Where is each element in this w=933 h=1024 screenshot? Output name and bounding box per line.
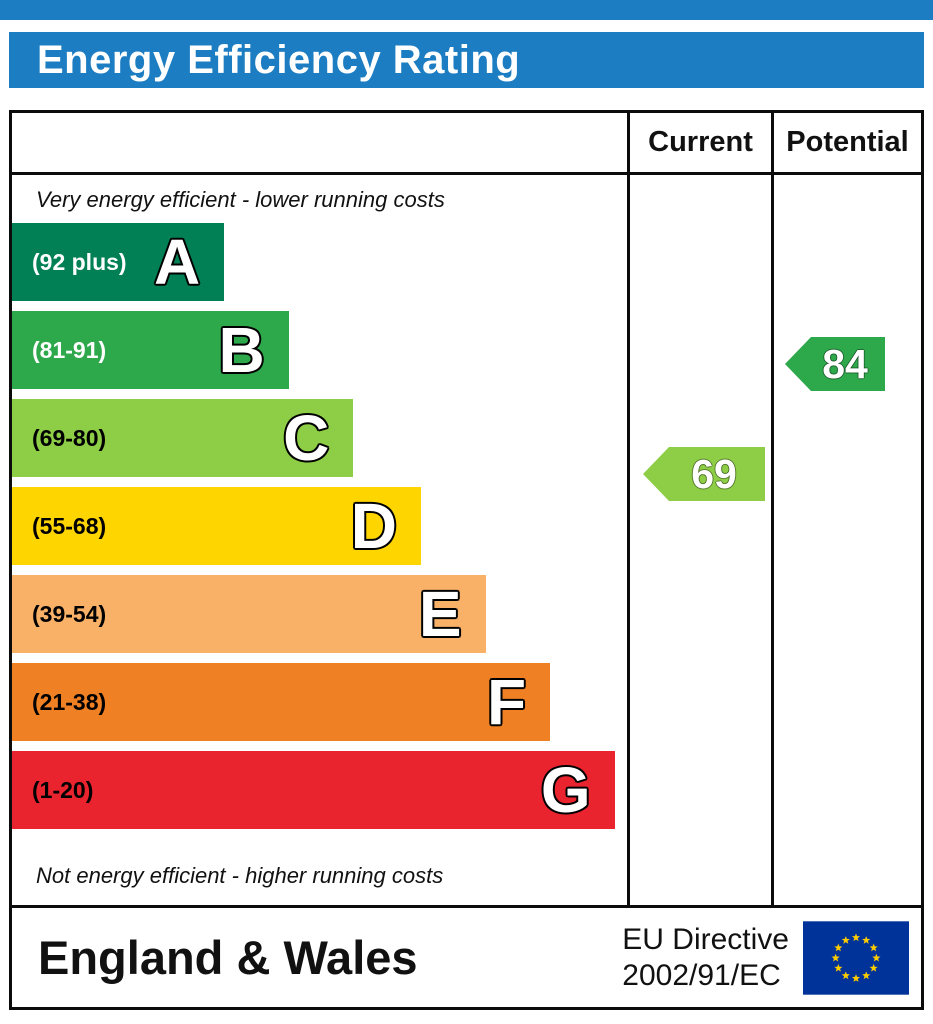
current-rating-value: 69 (691, 450, 737, 497)
potential-rating-arrow: 84 (785, 337, 885, 391)
eu-directive-label: EU Directive 2002/91/EC (622, 922, 789, 994)
potential-column-header: Potential (771, 113, 921, 172)
band-d-letter: D (350, 490, 397, 562)
band-e: (39-54) E (12, 575, 486, 653)
band-b: (81-91) B (12, 311, 289, 389)
footer: England & Wales EU Directive 2002/91/EC (12, 905, 921, 1007)
chart-body: Very energy efficient - lower running co… (12, 175, 921, 905)
bottom-note: Not energy efficient - higher running co… (36, 863, 444, 888)
top-blue-strip (0, 0, 933, 20)
eu-directive-line1: EU Directive (622, 922, 789, 956)
band-d: (55-68) D (12, 487, 421, 565)
region-label: England & Wales (38, 931, 418, 984)
band-b-range: (81-91) (32, 336, 107, 363)
band-g-letter: G (540, 754, 591, 826)
eu-flag-icon (803, 920, 909, 995)
band-a-range: (92 plus) (32, 248, 127, 275)
top-note: Very energy efficient - lower running co… (36, 187, 445, 212)
current-column: 69 (627, 175, 771, 905)
potential-rating-value: 84 (822, 340, 868, 387)
band-a-letter: A (153, 226, 201, 298)
title-bar: Energy Efficiency Rating (9, 32, 924, 88)
band-g: (1-20) G (12, 751, 615, 829)
band-c-letter: C (283, 402, 330, 474)
band-d-range: (55-68) (32, 512, 107, 539)
band-e-letter: E (418, 578, 462, 650)
chart-frame: Current Potential Very energy efficient … (9, 110, 924, 1010)
band-b-letter: B (218, 314, 265, 386)
band-g-range: (1-20) (32, 776, 94, 803)
band-c: (69-80) C (12, 399, 354, 477)
current-column-header: Current (627, 113, 771, 172)
bands-column: Very energy efficient - lower running co… (12, 175, 627, 905)
band-c-range: (69-80) (32, 424, 107, 451)
band-f: (21-38) F (12, 663, 551, 741)
header-spacer (12, 113, 627, 172)
page-title: Energy Efficiency Rating (37, 37, 521, 82)
band-a: (92 plus) A (12, 223, 225, 301)
band-e-range: (39-54) (32, 600, 107, 627)
band-f-letter: F (487, 666, 527, 738)
eu-directive-line2: 2002/91/EC (622, 958, 781, 992)
potential-column: 84 (771, 175, 921, 905)
column-header-row: Current Potential (12, 113, 921, 175)
current-rating-arrow: 69 (643, 447, 765, 501)
band-f-range: (21-38) (32, 688, 107, 715)
